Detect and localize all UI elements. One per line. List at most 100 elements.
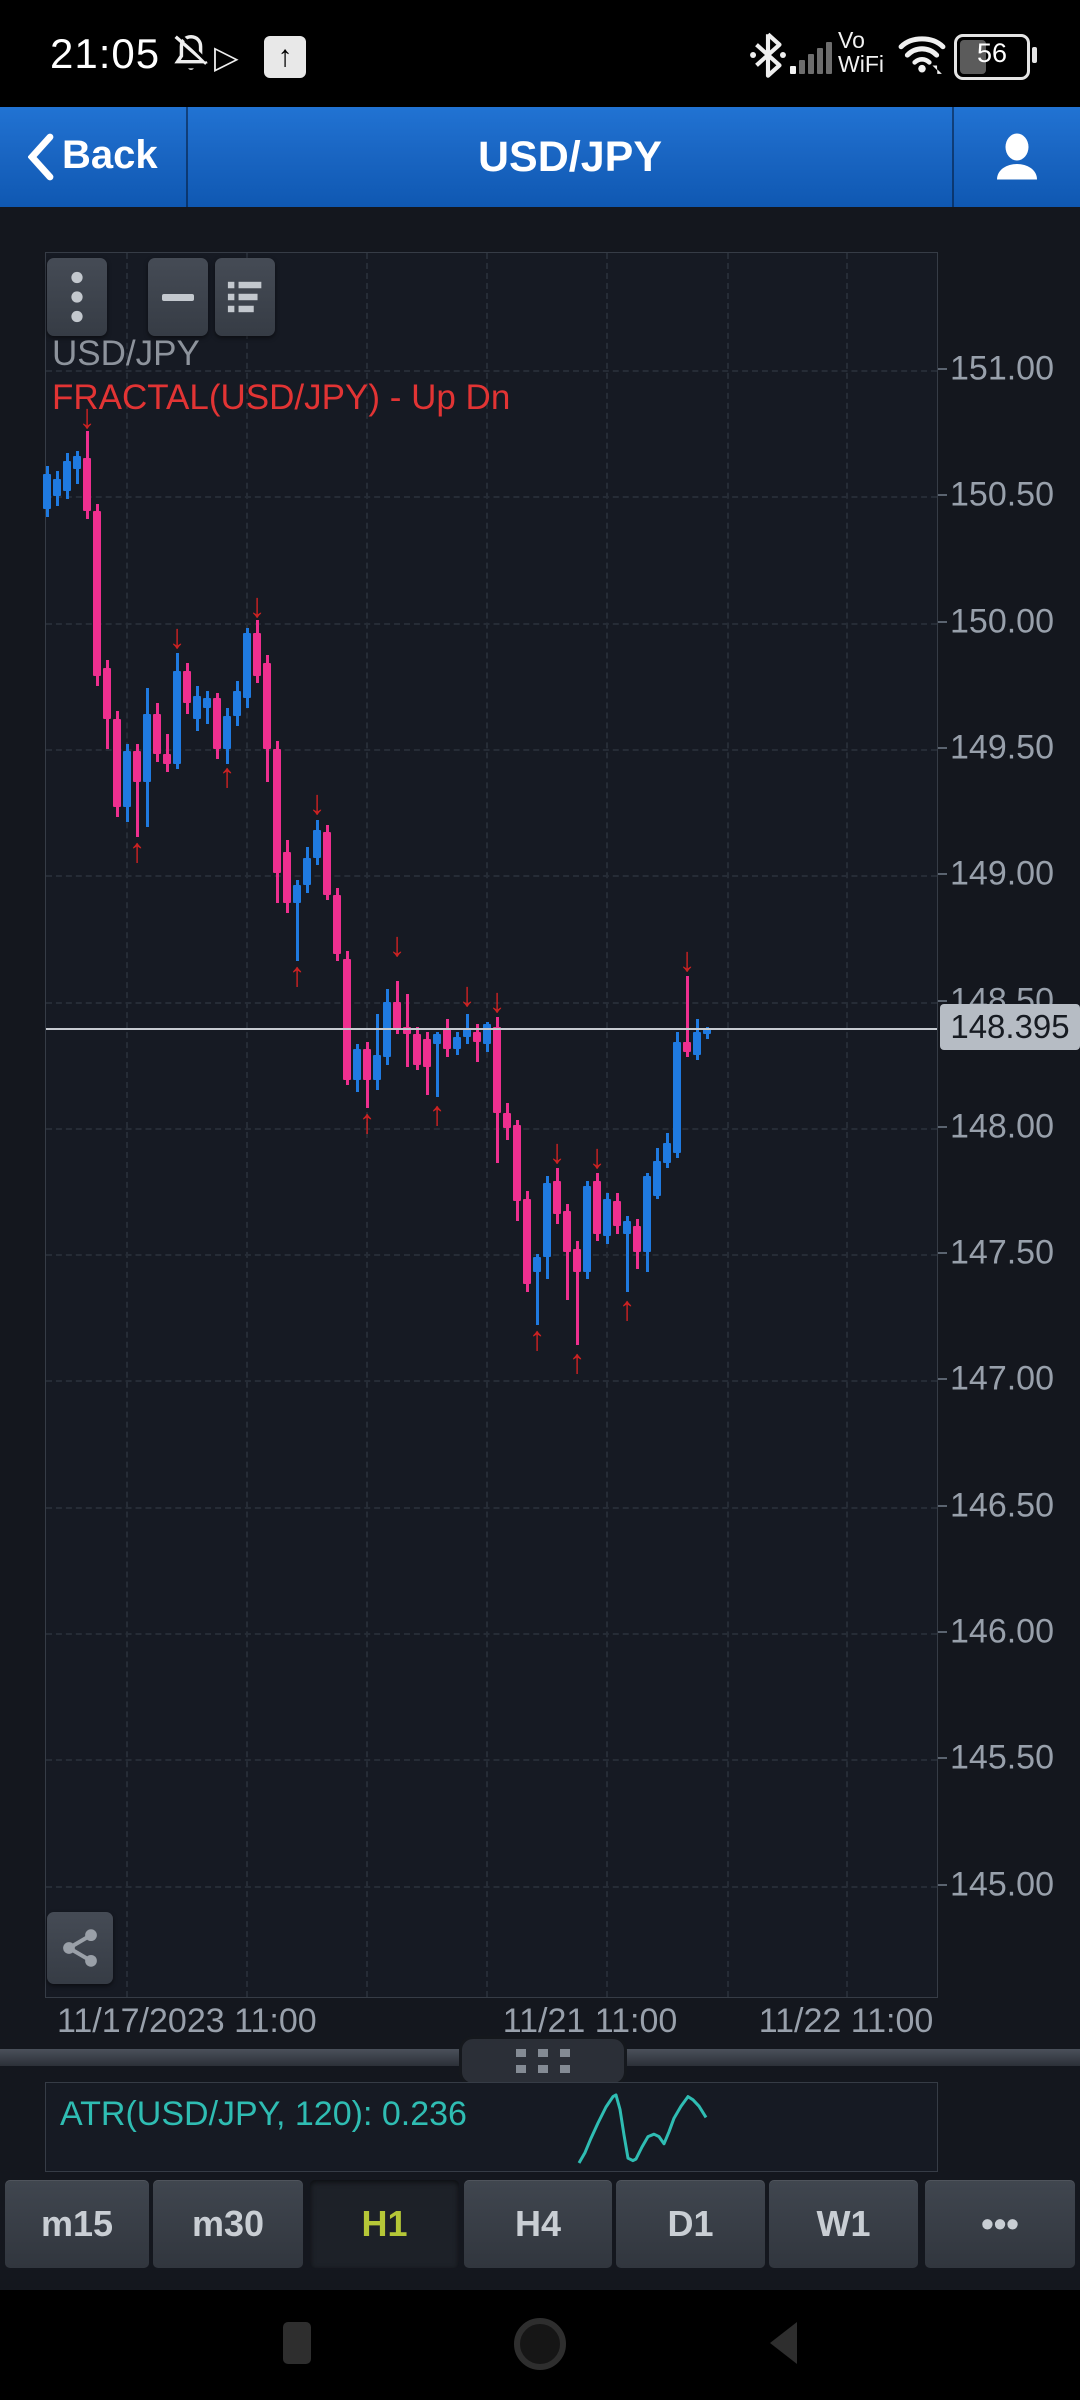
candle <box>43 473 51 509</box>
timeframe-button-D1[interactable]: D1 <box>616 2180 765 2268</box>
fractal-down-arrow-icon: ↓ <box>168 617 186 656</box>
candle <box>73 455 81 469</box>
candle <box>123 751 131 807</box>
fractal-up-arrow-icon: ↑ <box>428 1095 446 1134</box>
h-gridline <box>46 1254 937 1257</box>
candle <box>323 832 331 896</box>
timeframe-button-moremoremore[interactable]: ••• <box>925 2180 1075 2268</box>
line-tool-button[interactable] <box>148 258 208 336</box>
y-axis-tick <box>938 1504 947 1507</box>
candle <box>603 1198 611 1237</box>
candle <box>623 1221 631 1234</box>
h-gridline <box>46 622 937 625</box>
timeframe-button-H1[interactable]: H1 <box>310 2180 459 2268</box>
play-icon: ▷ <box>214 39 239 75</box>
candle <box>363 1049 371 1080</box>
candle <box>483 1024 491 1045</box>
android-nav-bar <box>0 2290 1080 2400</box>
y-axis-label: 150.00 <box>950 602 1054 641</box>
candle <box>233 690 241 717</box>
candle <box>423 1039 431 1068</box>
recents-button[interactable] <box>283 2322 311 2364</box>
share-button[interactable] <box>47 1912 113 1984</box>
timeframe-button-H4[interactable]: H4 <box>464 2180 612 2268</box>
candlestick-chart[interactable]: ↓ ↑ ↓ ↑ ↓ ↑ ↓ ↑ ↓ ↑ ↓ ↓ ↑ ↓ ↑ ↓ ↑ ↓ <box>43 252 938 1998</box>
y-axis-tick <box>938 1757 947 1760</box>
candle <box>243 632 251 699</box>
fractal-down-arrow-icon: ↓ <box>488 981 506 1020</box>
candle <box>433 1034 441 1045</box>
fractal-down-arrow-icon: ↓ <box>678 941 696 980</box>
h-gridline <box>46 1759 937 1762</box>
candle <box>583 1185 591 1272</box>
candle <box>693 1031 701 1055</box>
candle-wick <box>436 1031 439 1098</box>
y-axis-tick <box>938 873 947 876</box>
candle <box>553 1180 561 1214</box>
h-gridline <box>46 748 937 751</box>
timeframe-button-W1[interactable]: W1 <box>769 2180 918 2268</box>
h-gridline <box>46 1380 937 1383</box>
back-label: Back <box>62 133 158 177</box>
header-divider <box>186 107 188 207</box>
fractal-up-arrow-icon: ↑ <box>128 832 146 871</box>
grip-dots-icon <box>516 2049 570 2073</box>
y-axis-tick <box>938 1125 947 1128</box>
y-axis-tick <box>938 494 947 497</box>
indicator-list-button[interactable] <box>215 258 275 336</box>
account-button[interactable] <box>954 107 1080 207</box>
y-axis-label: 150.50 <box>950 475 1054 514</box>
candle <box>373 1054 381 1080</box>
timeframe-button-m15[interactable]: m15 <box>5 2180 149 2268</box>
y-axis-tick <box>938 368 947 370</box>
h-gridline <box>46 1127 937 1130</box>
candle-wick <box>296 880 299 962</box>
upload-icon: ↑ <box>264 36 306 78</box>
battery-icon: 56 <box>954 34 1037 80</box>
candle <box>663 1142 671 1164</box>
x-axis-label: 11/22 11:00 <box>758 2002 934 2040</box>
home-button[interactable] <box>514 2318 566 2370</box>
h-gridline <box>46 1001 937 1004</box>
candle <box>63 460 71 492</box>
wifi-icon <box>898 36 946 74</box>
splitter-handle[interactable] <box>459 2036 627 2086</box>
atr-label: ATR(USD/JPY, 120): 0.236 <box>60 2095 467 2133</box>
timeframe-button-m30[interactable]: m30 <box>153 2180 303 2268</box>
page-title: USD/JPY <box>477 132 662 181</box>
chart-menu-button[interactable] <box>47 258 107 336</box>
y-axis-tick <box>938 1631 947 1633</box>
back-button[interactable]: Back <box>0 107 186 207</box>
current-price-label: 148.395 <box>940 1004 1080 1051</box>
candle <box>53 478 61 497</box>
fractal-down-arrow-icon: ↓ <box>248 587 266 626</box>
candle <box>223 716 231 749</box>
candle <box>413 1034 421 1065</box>
person-icon <box>997 133 1037 180</box>
candle <box>103 668 111 719</box>
fractal-down-arrow-icon: ↓ <box>78 397 96 436</box>
status-bar: 21:05 ▷ ↑ Vo WiFi <box>0 0 1080 107</box>
candle-wick <box>576 1241 579 1346</box>
atr-indicator-pane[interactable]: ATR(USD/JPY, 120): 0.236 <box>45 2082 938 2172</box>
fractal-down-arrow-icon: ↓ <box>588 1138 606 1177</box>
candle <box>463 1029 471 1037</box>
candle <box>213 698 221 749</box>
h-gridline <box>46 1506 937 1509</box>
v-gridline <box>846 253 848 1997</box>
h-gridline <box>46 1885 937 1888</box>
candle <box>273 748 281 873</box>
nav-back-button[interactable] <box>770 2322 797 2364</box>
candle-wick <box>566 1203 569 1300</box>
fractal-down-arrow-icon: ↓ <box>458 976 476 1015</box>
candle <box>203 698 211 709</box>
fractal-up-arrow-icon: ↑ <box>618 1289 636 1328</box>
fractal-up-arrow-icon: ↑ <box>288 956 306 995</box>
v-gridline <box>126 253 128 1997</box>
candle <box>113 718 121 807</box>
candle-wick <box>686 976 689 1058</box>
candle <box>183 670 191 704</box>
candle <box>263 663 271 749</box>
candle <box>293 885 301 903</box>
candle <box>83 458 91 512</box>
